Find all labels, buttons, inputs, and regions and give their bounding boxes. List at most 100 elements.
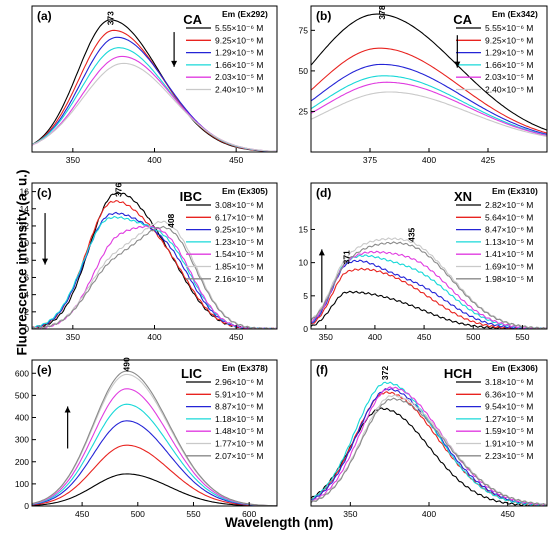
legend-title: Em (Ex306) <box>492 363 538 373</box>
y-tick-label: 200 <box>15 457 29 467</box>
series-line <box>311 81 547 137</box>
legend-entry: 3.08×10⁻⁶ M <box>215 200 263 210</box>
y-tick-label: 0 <box>303 324 308 334</box>
panel-f: 350 400 450 (f) HCH Em (Ex306) 3.18×10⁻⁶ M 6.36… <box>310 359 548 519</box>
legend-entry: 2.03×10⁻⁵ M <box>215 72 263 82</box>
legend-entry: 5.55×10⁻⁶ M <box>215 23 263 33</box>
panel-label: (e) <box>37 363 52 377</box>
curves <box>311 381 547 506</box>
legend-entry: 2.40×10⁻⁵ M <box>215 85 263 95</box>
legend-entry: 9.25×10⁻⁶ M <box>215 225 263 235</box>
legend-entry: 1.18×10⁻⁵ M <box>215 414 263 424</box>
y-tick-label: 5 <box>303 291 308 301</box>
series-line <box>311 250 547 329</box>
compound-name: IBC <box>180 189 203 204</box>
x-tick-label: 350 <box>66 332 80 342</box>
y-tick-label: 10 <box>20 238 30 248</box>
legend-entry: 9.54×10⁻⁶ M <box>485 402 533 412</box>
curves <box>311 237 547 329</box>
legend-entry: 9.25×10⁻⁶ M <box>485 35 533 45</box>
x-tick-label: 350 <box>319 332 333 342</box>
legend-entry: 3.18×10⁻⁶ M <box>485 377 533 387</box>
y-tick-label: 100 <box>15 479 29 489</box>
arrow-head-icon <box>64 406 71 413</box>
peak-annotation: 408 <box>166 213 176 227</box>
legend-entry: 6.17×10⁻⁶ M <box>215 212 263 222</box>
y-tick-label: 4 <box>24 290 29 300</box>
legend-entry: 1.23×10⁻⁵ M <box>215 237 263 247</box>
y-tick-label: 10 <box>299 258 309 268</box>
y-tick-label: 75 <box>299 25 309 35</box>
series-line <box>311 75 547 136</box>
compound-name: CA <box>453 12 472 27</box>
legend-title: Em (Ex342) <box>492 9 538 19</box>
legend-entry: 9.25×10⁻⁶ M <box>215 35 263 45</box>
legend-entry: 1.91×10⁻⁵ M <box>485 439 533 449</box>
y-tick-label: 300 <box>15 435 29 445</box>
x-tick-label: 550 <box>186 509 200 519</box>
panel-label: (c) <box>37 186 52 200</box>
y-tick-label: 15 <box>299 224 309 234</box>
compound-name: XN <box>454 189 472 204</box>
legend-entry: 1.54×10⁻⁵ M <box>215 249 263 259</box>
compound-name: HCH <box>444 366 472 381</box>
peak-annotation: 371 <box>341 250 351 264</box>
x-tick-label: 550 <box>515 332 529 342</box>
legend-title: Em (Ex378) <box>222 363 268 373</box>
legend-entry: 8.47×10⁻⁶ M <box>485 225 533 235</box>
x-tick-label: 400 <box>422 155 436 165</box>
series-line <box>311 381 547 506</box>
series-line <box>311 91 547 137</box>
x-tick-label: 500 <box>131 509 145 519</box>
x-tick-label: 400 <box>147 332 161 342</box>
peak-annotation: 435 <box>406 227 416 241</box>
x-tick-label: 500 <box>466 332 480 342</box>
series-line <box>311 63 547 135</box>
y-tick-label: 6 <box>24 272 29 282</box>
legend-entry: 2.40×10⁻⁵ M <box>485 85 533 95</box>
y-tick-label: 2 <box>24 307 29 317</box>
y-tick-label: 8 <box>24 255 29 265</box>
series-line <box>32 420 277 506</box>
curves <box>32 19 277 152</box>
legend-entry: 8.87×10⁻⁶ M <box>215 402 263 412</box>
legend-entry: 2.07×10⁻⁵ M <box>215 451 263 461</box>
legend-entry: 1.29×10⁻⁵ M <box>485 48 533 58</box>
legend-entry: 1.27×10⁻⁵ M <box>485 414 533 424</box>
panel-label: (d) <box>316 186 331 200</box>
x-tick-label: 400 <box>147 155 161 165</box>
legend-entry: 2.96×10⁻⁶ M <box>215 377 263 387</box>
panel-label: (f) <box>316 363 328 377</box>
series-line <box>32 370 277 506</box>
legend-entry: 2.16×10⁻⁵ M <box>215 274 263 284</box>
y-tick-label: 25 <box>299 106 309 116</box>
legend-entry: 1.66×10⁻⁵ M <box>215 60 263 70</box>
legend-entry: 5.55×10⁻⁶ M <box>485 23 533 33</box>
legend-entry: 2.23×10⁻⁵ M <box>485 451 533 461</box>
series-line <box>311 241 547 329</box>
legend-title: Em (Ex305) <box>222 186 268 196</box>
panel-label: (b) <box>316 9 331 23</box>
x-tick-label: 600 <box>242 509 256 519</box>
compound-name: LIC <box>181 366 203 381</box>
arrow-head-icon <box>171 60 178 67</box>
x-tick-label: 375 <box>363 155 377 165</box>
x-tick-label: 400 <box>368 332 382 342</box>
x-tick-label: 450 <box>501 509 515 519</box>
panel-c: 350 400 450 0 2 4 6 8 10 12 14 16 (c) IBC Em (Ex305) 3.… <box>20 182 278 342</box>
plot-frame <box>31 359 278 507</box>
legend-entry: 1.85×10⁻⁵ M <box>215 262 263 272</box>
x-tick-label: 425 <box>481 155 495 165</box>
legend-entry: 2.82×10⁻⁶ M <box>485 200 533 210</box>
series-line <box>311 47 547 134</box>
legend-entry: 1.29×10⁻⁵ M <box>215 48 263 58</box>
arrow-head-icon <box>318 249 325 256</box>
legend-entry: 1.48×10⁻⁵ M <box>215 426 263 436</box>
y-tick-label: 12 <box>20 221 30 231</box>
arrow-head-icon <box>42 258 49 265</box>
y-tick-label: 16 <box>20 187 30 197</box>
arrow-head-icon <box>454 61 461 68</box>
x-tick-label: 450 <box>75 509 89 519</box>
peak-annotation: 372 <box>380 366 390 380</box>
